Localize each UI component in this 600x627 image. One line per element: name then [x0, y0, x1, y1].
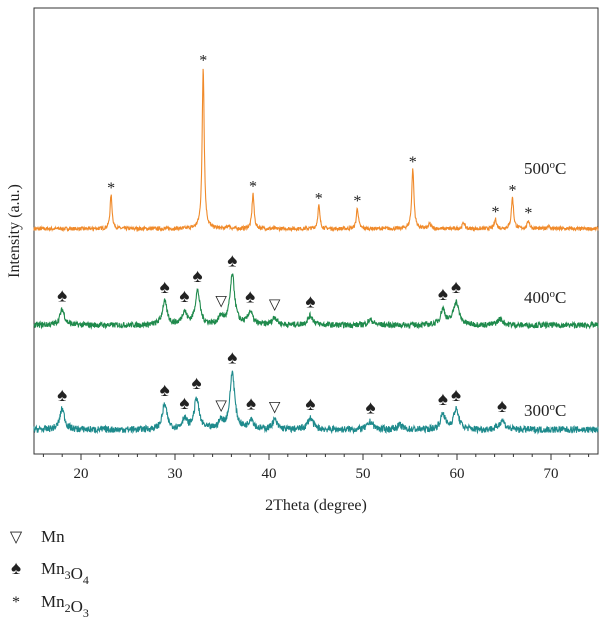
peak-marker-mn2o3: * [353, 193, 361, 210]
series-labels: 500oC 400oC 300oC [524, 159, 566, 420]
y-axis-title: Intensity (a.u.) [6, 184, 23, 278]
series-layer [33, 68, 599, 435]
peak-markers: **** *****♠ ♠ ♠♠♠♠ ♠ ♠ ♠▽ ▽♠ ♠♠♠♠♠ ♠ ♠ ♠ ♠♠▽ ▽ [57, 53, 532, 419]
peak-marker-mn3o4: ♠ [160, 277, 170, 298]
peak-marker-mn3o4: ♠ [57, 385, 67, 406]
x-axis-title: 2Theta (degree) [265, 497, 367, 514]
peak-marker-mn3o4: ♠ [227, 347, 237, 368]
peak-marker-mn3o4: ♠ [305, 394, 315, 415]
series-label-300: 300oC [524, 401, 566, 420]
peak-marker-mn2o3: * [249, 178, 257, 195]
x-tick-label: 30 [168, 466, 183, 482]
peak-marker-mn2o3: * [315, 190, 323, 207]
peak-marker-mno: ▽ [215, 294, 227, 310]
peak-marker-mn3o4: ♠ [192, 373, 202, 394]
peak-marker-mno: ▽ [215, 398, 227, 414]
peak-marker-mn3o4: ♠ [438, 389, 448, 410]
x-tick-label: 70 [544, 466, 559, 482]
x-tick-label: 40 [262, 466, 277, 482]
peak-marker-mn3o4: ♠ [160, 380, 170, 401]
legend-symbol: ♠ [11, 558, 21, 579]
peak-marker-mn3o4: ♠ [451, 385, 461, 406]
legend-symbol: ▽ [10, 529, 23, 546]
peak-marker-mn2o3: * [199, 53, 207, 70]
peak-marker-mn3o4: ♠ [497, 396, 507, 417]
legend-label-mn2o3: Mn2O3 [41, 592, 89, 620]
series-label-400: 400oC [524, 288, 566, 307]
peak-marker-mno: ▽ [269, 400, 281, 416]
legend-label-mn3o4: Mn3O4 [41, 559, 89, 587]
peak-marker-mn3o4: ♠ [365, 398, 375, 419]
peak-marker-mn3o4: ♠ [246, 394, 256, 415]
peak-marker-mn3o4: ♠ [57, 286, 67, 307]
peak-marker-mn3o4: ♠ [305, 292, 315, 313]
series-line-300 [33, 370, 599, 435]
peak-marker-mn3o4: ♠ [227, 251, 237, 272]
peak-marker-mn3o4: ♠ [451, 277, 461, 298]
peak-marker-mno: ▽ [269, 297, 281, 313]
peak-marker-mn2o3: * [509, 182, 517, 199]
peak-marker-mn3o4: ♠ [438, 284, 448, 305]
x-tick-label: 50 [356, 466, 371, 482]
peak-marker-mn2o3: * [524, 205, 532, 222]
series-line-400 [33, 273, 599, 330]
legend-label-mno: Mn [41, 527, 65, 546]
peak-marker-mn2o3: * [492, 204, 500, 221]
series-line-500 [33, 68, 599, 233]
peak-marker-mn2o3: * [409, 154, 417, 171]
legend-symbol: * [12, 594, 20, 611]
peak-marker-mn3o4: ♠ [179, 393, 189, 414]
peak-marker-mn2o3: * [107, 180, 115, 197]
peak-marker-mn3o4: ♠ [245, 287, 255, 308]
x-tick-label: 60 [450, 466, 465, 482]
plot-frame [33, 7, 599, 455]
series-label-500: 500oC [524, 159, 566, 178]
x-axis: 20 30 40 50 60 70 [42, 454, 590, 482]
peak-marker-mn3o4: ♠ [179, 286, 189, 307]
x-tick-label: 20 [74, 466, 89, 482]
legend: ▽ Mn ♠ Mn3O4 * Mn2O3 [10, 527, 89, 620]
peak-marker-mn3o4: ♠ [193, 266, 203, 287]
